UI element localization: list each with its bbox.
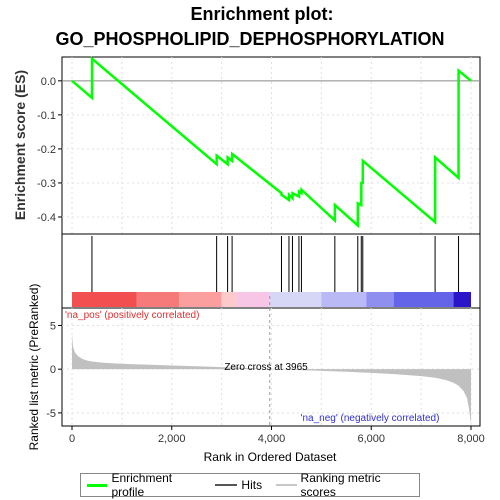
zero-cross-label: Zero cross at 3965: [224, 362, 308, 373]
heatmap-band: [72, 292, 137, 307]
heatmap-band: [237, 292, 270, 307]
heatmap-band: [137, 292, 179, 307]
legend-label-ranking-metric: Ranking metric scores: [301, 471, 411, 499]
heatmap-band: [394, 292, 454, 307]
x-tick-label: 8,000: [457, 433, 485, 445]
metric-panel: 5 0 -5 0 2,000 4,000 6,000 8,000 'na_pos' (pos…: [46, 296, 485, 445]
metric-y-tick-label: 0: [50, 364, 56, 376]
legend-label-hits: Hits: [241, 478, 262, 492]
negative-correlated-label: 'na_neg' (negatively correlated): [301, 413, 440, 424]
heatmap-band: [270, 292, 322, 307]
metric-y-tick-label: -5: [46, 408, 56, 420]
es-y-axis-label: Enrichment score (ES): [12, 70, 28, 220]
es-y-tick-label: 0.0: [41, 76, 56, 88]
es-y-tick-label: -0.1: [37, 110, 56, 122]
metric-y-tick-label: 5: [50, 320, 56, 332]
chart-title-line1: Enrichment plot:: [191, 4, 334, 24]
metric-y-axis-label: Ranked list metric (PreRanked): [27, 284, 41, 451]
es-y-axis: 0.0 -0.1 -0.2 -0.3 -0.4: [37, 76, 62, 224]
metric-y-axis: 5 0 -5: [46, 320, 62, 419]
legend-swatch-hits: [215, 484, 237, 486]
legend-item-hits: Hits: [215, 478, 262, 492]
chart-title-line2: GO_PHOSPHOLIPID_DEPHOSPHORYLATION: [55, 29, 444, 49]
x-tick-label: 0: [69, 433, 75, 445]
es-y-tick-label: -0.4: [37, 212, 56, 224]
heatmap-band: [222, 292, 237, 307]
heatmap-band: [321, 292, 366, 307]
x-tick-label: 4,000: [258, 433, 286, 445]
x-axis-label: Rank in Ordered Dataset: [204, 450, 337, 464]
heatmap-band: [454, 292, 471, 307]
es-panel: 0.0 -0.1 -0.2 -0.3 -0.4: [37, 57, 480, 234]
positive-correlated-label: 'na_pos' (positively correlated): [65, 310, 199, 321]
legend-label-enrichment-profile: Enrichment profile: [111, 471, 201, 499]
legend-item-enrichment-profile: Enrichment profile: [87, 471, 201, 499]
heatmap-band: [366, 292, 393, 307]
x-tick-label: 2,000: [158, 433, 186, 445]
es-y-tick-label: -0.2: [37, 144, 56, 156]
ranking-heatmap-bar: [72, 292, 471, 307]
x-tick-label: 6,000: [357, 433, 385, 445]
heatmap-band: [179, 292, 221, 307]
legend-swatch-ranking-metric: [276, 484, 296, 486]
legend-item-ranking-metric: Ranking metric scores: [276, 471, 411, 499]
hits-panel: [62, 234, 480, 308]
chart-legend: Enrichment profile Hits Ranking metric s…: [80, 473, 420, 497]
legend-swatch-enrichment-profile: [87, 484, 107, 487]
x-axis: 0 2,000 4,000 6,000 8,000: [69, 426, 485, 445]
es-y-tick-label: -0.3: [37, 178, 56, 190]
